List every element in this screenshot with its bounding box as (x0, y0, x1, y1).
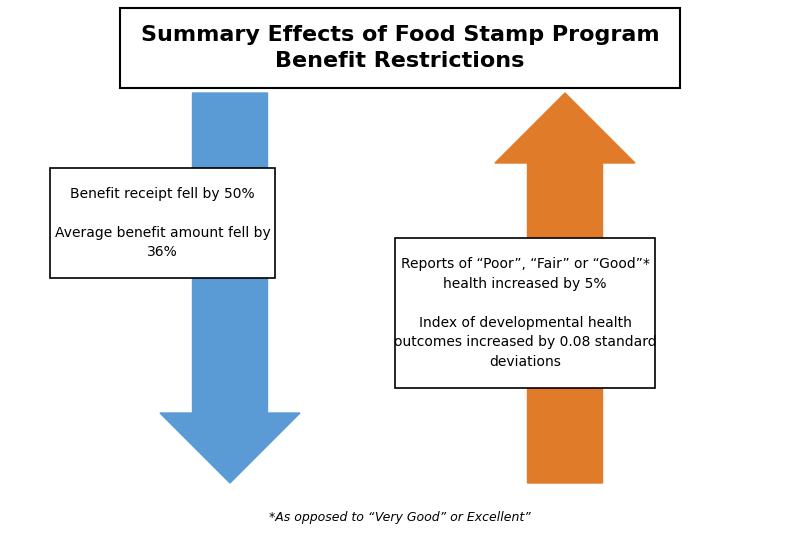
Text: Summary Effects of Food Stamp Program
Benefit Restrictions: Summary Effects of Food Stamp Program Be… (141, 25, 659, 71)
Text: Benefit receipt fell by 50%

Average benefit amount fell by
36%: Benefit receipt fell by 50% Average bene… (54, 187, 270, 259)
FancyBboxPatch shape (395, 238, 655, 388)
Polygon shape (160, 93, 300, 483)
FancyBboxPatch shape (50, 168, 275, 278)
Text: Reports of “Poor”, “Fair” or “Good”*
health increased by 5%

Index of developmen: Reports of “Poor”, “Fair” or “Good”* hea… (394, 257, 656, 369)
FancyBboxPatch shape (120, 8, 680, 88)
Polygon shape (495, 93, 635, 483)
Text: *As opposed to “Very Good” or Excellent”: *As opposed to “Very Good” or Excellent” (269, 512, 531, 525)
